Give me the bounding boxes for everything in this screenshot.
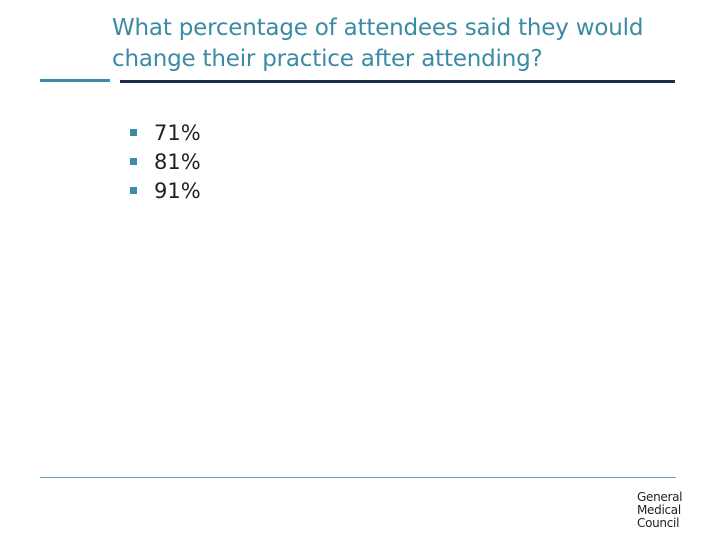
square-bullet-icon [130, 129, 137, 136]
footer-rule [40, 477, 676, 478]
logo-line: General [637, 490, 683, 504]
title-underline-rule [120, 80, 675, 83]
logo-line: Council [637, 516, 680, 530]
answer-option-label: 71% [154, 120, 201, 145]
answer-option-label: 81% [154, 149, 201, 174]
answer-option-label: 91% [154, 178, 201, 203]
slide-title: What percentage of attendees said they w… [112, 15, 644, 72]
logo-line: Medical [637, 503, 681, 517]
answer-options-list: 71% 81% 91% [130, 118, 201, 205]
gmc-logo: General Medical Council [637, 490, 683, 530]
answer-option: 91% [130, 176, 201, 205]
answer-option: 71% [130, 118, 201, 147]
square-bullet-icon [130, 187, 137, 194]
title-accent-rule [40, 79, 110, 82]
answer-option: 81% [130, 147, 201, 176]
square-bullet-icon [130, 158, 137, 165]
